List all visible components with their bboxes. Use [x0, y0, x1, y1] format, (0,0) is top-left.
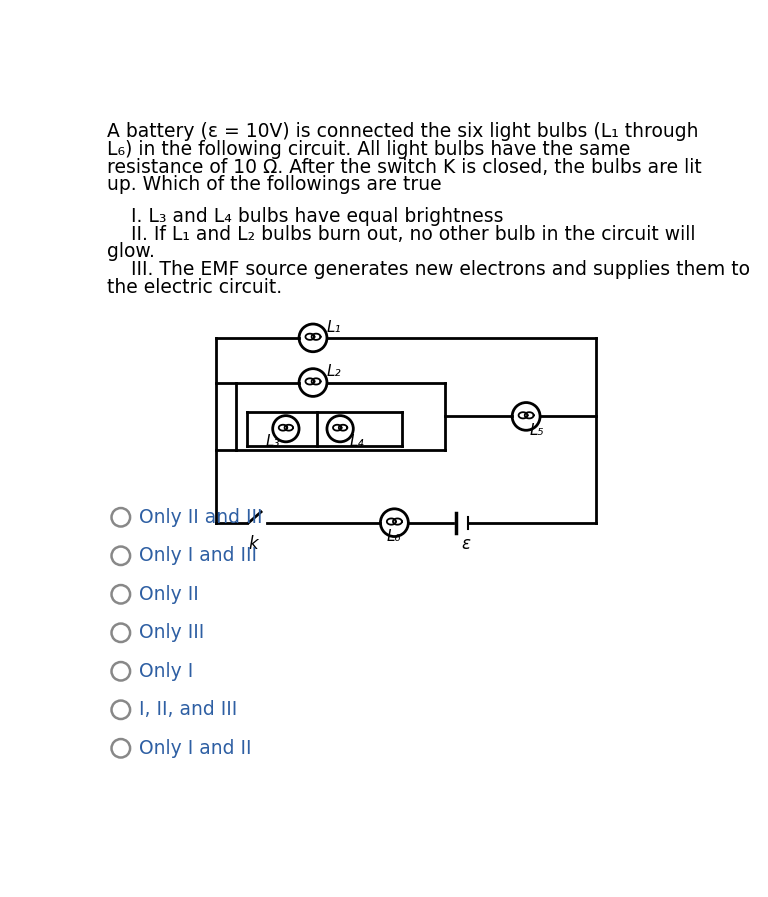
Text: I, II, and III: I, II, and III: [140, 701, 237, 719]
Text: L₆: L₆: [386, 529, 401, 544]
Text: up. Which of the followings are true: up. Which of the followings are true: [107, 176, 442, 195]
Text: L₁: L₁: [327, 320, 342, 335]
Text: the electric circuit.: the electric circuit.: [107, 278, 282, 297]
Text: resistance of 10 Ω. After the switch K is closed, the bulbs are lit: resistance of 10 Ω. After the switch K i…: [107, 158, 702, 177]
Text: I. L₃ and L₄ bulbs have equal brightness: I. L₃ and L₄ bulbs have equal brightness: [131, 207, 503, 226]
Text: II. If L₁ and L₂ bulbs burn out, no other bulb in the circuit will: II. If L₁ and L₂ bulbs burn out, no othe…: [131, 224, 695, 244]
Text: Only I and II: Only I and II: [140, 739, 252, 758]
Text: L₃: L₃: [266, 434, 280, 448]
Text: glow.: glow.: [107, 242, 154, 261]
Text: Only III: Only III: [140, 623, 204, 642]
Text: k: k: [249, 535, 258, 553]
Text: A battery (ε = 10V) is connected the six light bulbs (L₁ through: A battery (ε = 10V) is connected the six…: [107, 122, 698, 141]
Text: Only I: Only I: [140, 662, 194, 681]
Text: L₂: L₂: [327, 364, 342, 379]
Text: L₅: L₅: [530, 423, 545, 438]
Text: Only I and III: Only I and III: [140, 546, 257, 565]
Text: L₄: L₄: [349, 434, 364, 448]
Text: Only II and III: Only II and III: [140, 508, 263, 527]
Text: Only II: Only II: [140, 585, 199, 604]
Text: ε: ε: [461, 535, 470, 553]
Text: III. The EMF source generates new electrons and supplies them to: III. The EMF source generates new electr…: [131, 260, 750, 279]
Text: L₆) in the following circuit. All light bulbs have the same: L₆) in the following circuit. All light …: [107, 140, 631, 159]
